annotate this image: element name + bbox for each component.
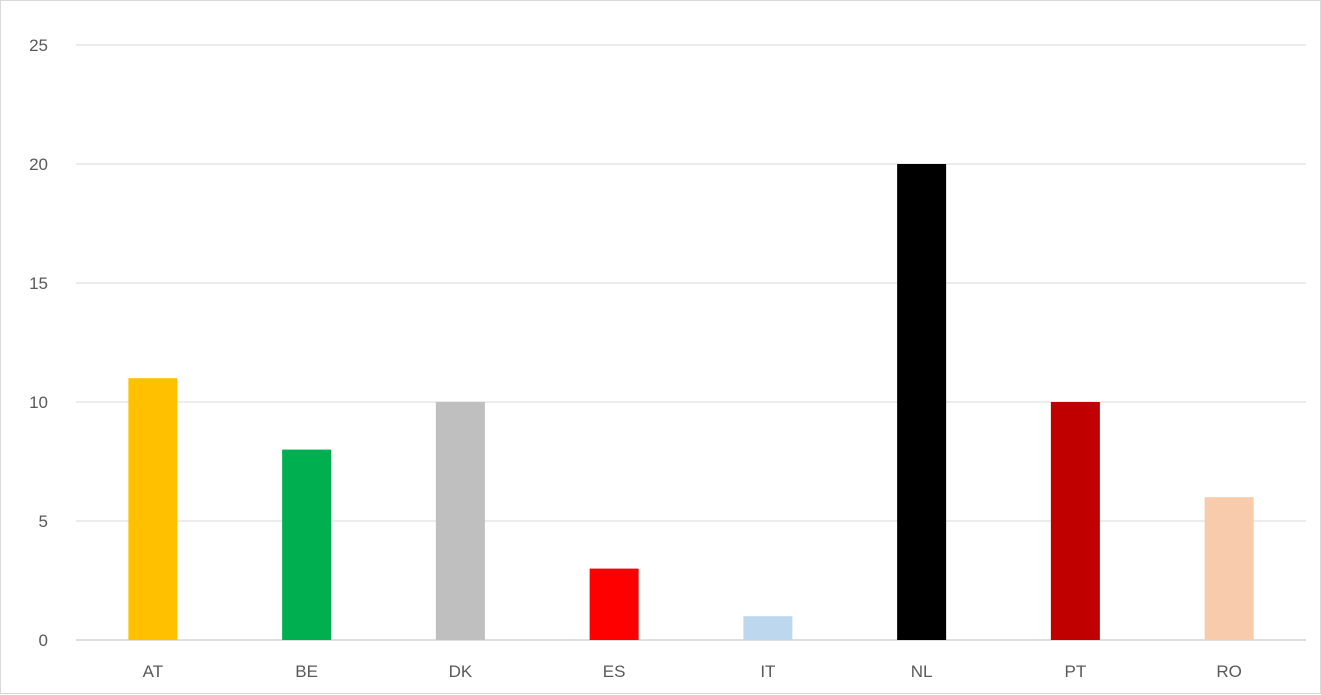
bar-be [282,449,332,640]
bars [128,164,1254,640]
x-axis-ticks: AT BE DK ES IT NL PT RO [143,662,1242,681]
x-tick-label-es: ES [603,662,626,681]
bar-ro [1204,497,1254,640]
x-tick-label-pt: PT [1065,662,1087,681]
bar-pt [1050,402,1100,640]
x-tick-label-ro: RO [1216,662,1242,681]
y-axis-ticks: 0 5 10 15 20 25 [29,36,48,650]
y-tick-label: 0 [39,631,48,650]
x-tick-label-it: IT [760,662,775,681]
y-tick-label: 25 [29,36,48,55]
bar-nl [897,164,947,640]
y-tick-label: 15 [29,274,48,293]
x-tick-label-dk: DK [449,662,473,681]
bar-it [743,616,793,640]
gridlines [76,44,1306,641]
bar-es [589,568,639,640]
bar-at [128,378,178,640]
x-tick-label-be: BE [295,662,318,681]
y-tick-label: 5 [39,512,48,531]
x-tick-label-at: AT [143,662,163,681]
y-tick-label: 10 [29,393,48,412]
x-tick-label-nl: NL [911,662,933,681]
y-tick-label: 20 [29,155,48,174]
bar-dk [435,402,485,640]
